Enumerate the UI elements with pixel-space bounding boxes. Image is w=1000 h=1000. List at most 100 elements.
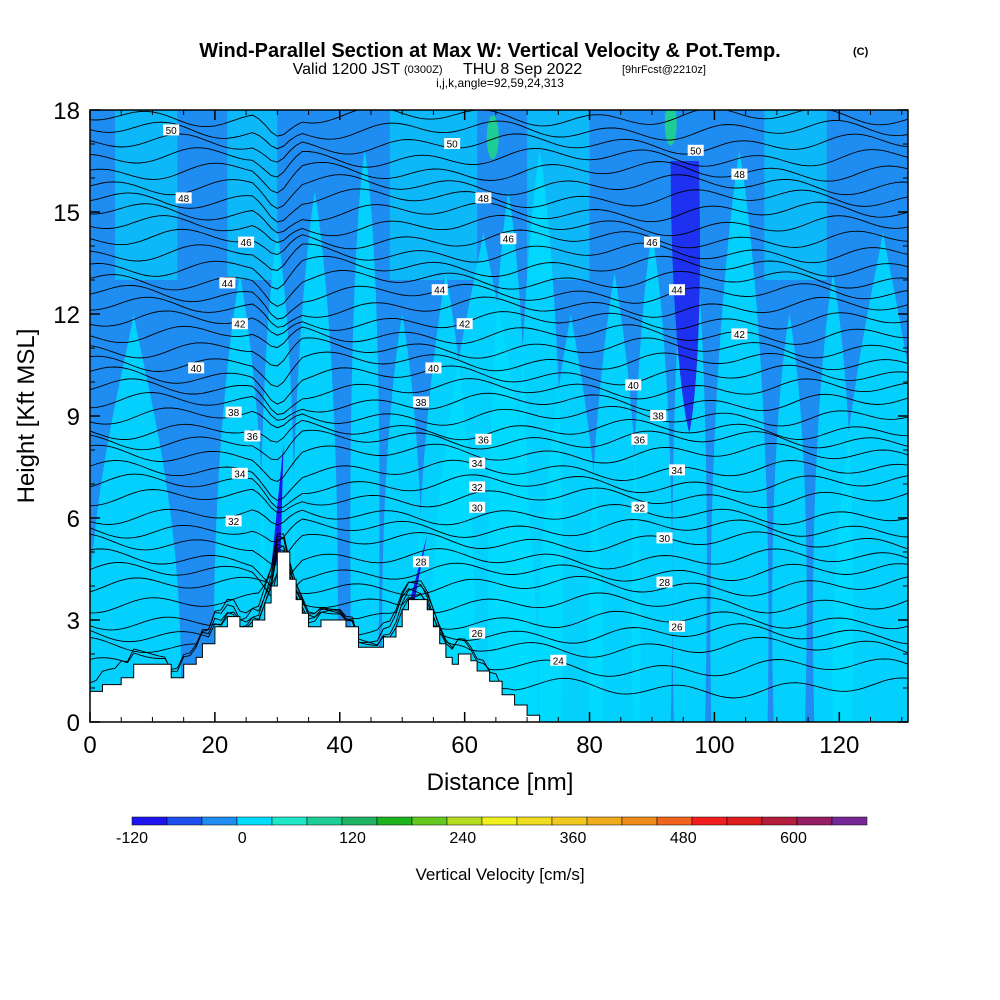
theta-contour-label: 40 (188, 362, 205, 375)
theta-contour (90, 545, 908, 658)
theta-contour (90, 120, 908, 150)
colorbar-swatch (691, 816, 728, 826)
terrain (90, 551, 541, 722)
y-tick-label: 12 (53, 302, 80, 329)
svg-text:42: 42 (459, 320, 471, 331)
theta-contour-label: 24 (550, 654, 567, 667)
y-tick-label: 0 (67, 710, 80, 737)
svg-text:48: 48 (178, 194, 190, 205)
downdraft-streak (271, 443, 284, 569)
upper-updraft-band (527, 110, 590, 280)
colorbar-swatch (516, 816, 553, 826)
svg-text:28: 28 (659, 578, 671, 589)
theta-contour (90, 537, 908, 645)
svg-text:26: 26 (671, 622, 683, 633)
theta-contour-label: 38 (650, 410, 667, 423)
svg-text:36: 36 (478, 435, 490, 446)
x-axis-label: Distance [nm] (427, 769, 574, 796)
svg-text:40: 40 (191, 364, 203, 375)
theta-contour-label: 36 (244, 430, 261, 443)
y-tick-label: 18 (53, 98, 80, 125)
colorbar-swatch (656, 816, 693, 826)
svg-text:38: 38 (653, 412, 665, 423)
copyright-mark: (C) (853, 46, 869, 58)
theta-contour (90, 324, 908, 349)
theta-contours (90, 110, 908, 699)
theta-contour-label: 46 (643, 236, 660, 249)
theta-contour (90, 201, 908, 234)
upper-updraft-band (389, 110, 478, 280)
theta-contour (90, 296, 908, 328)
y-tick-label: 15 (53, 200, 80, 227)
updraft-plume (291, 191, 338, 722)
svg-text:34: 34 (234, 469, 246, 480)
forecast-label: [9hrFcst@2210z] (622, 64, 706, 76)
colorbar-swatch (446, 816, 483, 826)
svg-text:40: 40 (428, 364, 440, 375)
theta-contour (90, 133, 908, 163)
colorbar-swatch (306, 816, 343, 826)
colorbar-swatch (551, 816, 588, 826)
svg-text:38: 38 (415, 398, 427, 409)
x-tick-label: 80 (576, 732, 603, 759)
svg-text:44: 44 (222, 279, 234, 290)
svg-text:32: 32 (634, 503, 646, 514)
x-axis: 0 20 40 60 80 100 120 (83, 110, 903, 759)
svg-text:24: 24 (553, 656, 565, 667)
theta-contour-label: 32 (469, 481, 486, 494)
theta-contour (90, 378, 908, 415)
theta-contour-label: 38 (225, 406, 242, 419)
colorbar-swatch (831, 816, 868, 826)
theta-contour-label: 30 (656, 532, 673, 545)
svg-text:46: 46 (241, 238, 253, 249)
theta-contour (90, 147, 908, 178)
indices-label: i,j,k,angle=92,59,24,313 (436, 76, 564, 90)
theta-contour (90, 161, 908, 194)
svg-text:28: 28 (415, 558, 427, 569)
theta-contour-label: 46 (238, 236, 255, 249)
colorbar-swatch (236, 816, 273, 826)
theta-contour (90, 443, 908, 483)
colorbar-tick-label: 600 (780, 830, 807, 847)
theta-contour-label: 34 (469, 457, 486, 470)
theta-contour-label: 44 (668, 284, 685, 297)
svg-text:44: 44 (434, 286, 446, 297)
valid-utc-label: (0300Z) (404, 64, 443, 76)
y-tick-label: 6 (67, 506, 80, 533)
svg-text:50: 50 (166, 126, 178, 137)
upper-updraft-band (764, 110, 827, 280)
theta-contour (90, 242, 908, 271)
theta-contour (90, 255, 908, 290)
theta-contour (90, 518, 908, 543)
colorbar-swatch (796, 816, 833, 826)
svg-text:42: 42 (234, 320, 246, 331)
colorbar-label: Vertical Velocity [cm/s] (415, 865, 584, 884)
theta-contour (90, 188, 908, 223)
valid-date-label: THU 8 Sep 2022 (463, 61, 582, 78)
updraft-plume (213, 273, 266, 722)
svg-text:30: 30 (659, 534, 671, 545)
theta-contour-label: 50 (163, 124, 180, 137)
colorbar-swatch (481, 816, 518, 826)
theta-contour (90, 429, 908, 461)
strong-updraft (486, 115, 499, 160)
theta-contour (90, 228, 908, 256)
colorbar-swatch (726, 816, 763, 826)
svg-text:26: 26 (472, 629, 484, 640)
theta-contour (90, 419, 908, 443)
theta-contour (90, 487, 908, 513)
theta-contour-label: 36 (475, 433, 492, 446)
theta-contour (90, 533, 908, 631)
theta-contour-label: 50 (687, 144, 704, 157)
x-tick-label: 20 (202, 732, 229, 759)
strong-updraft (664, 110, 677, 146)
theta-contour (90, 310, 908, 336)
x-tick-label: 0 (83, 732, 96, 759)
colorbar-tick-label: 0 (238, 830, 247, 847)
theta-contour (90, 459, 908, 501)
valid-time-line: Valid 1200 JST (0300Z) THU 8 Sep 2022 [9… (293, 61, 706, 78)
svg-text:50: 50 (447, 140, 459, 151)
colorbar-ticks: -120 0 120 240 360 480 600 (116, 830, 807, 847)
